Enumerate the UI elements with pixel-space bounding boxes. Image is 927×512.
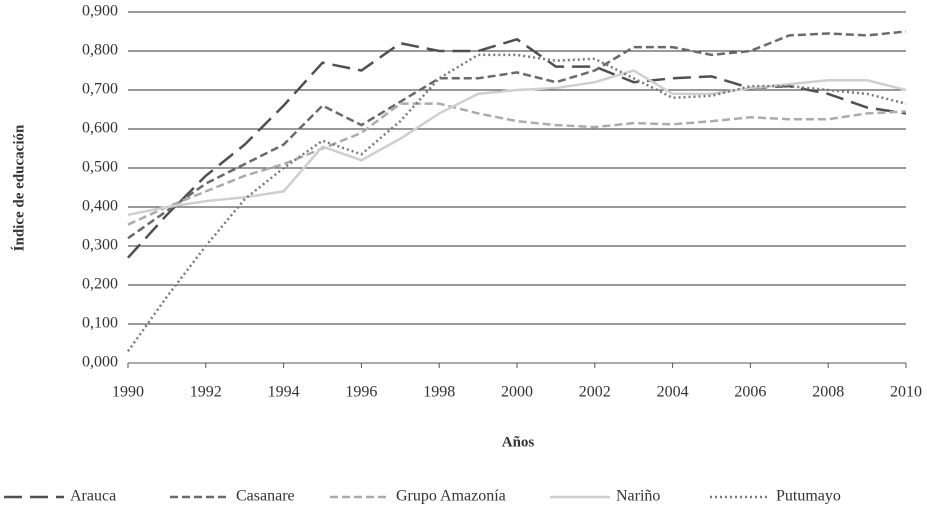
legend-label: Casanare (236, 488, 295, 505)
y-tick-label: 0,500 (82, 159, 118, 176)
x-tick-label: 1992 (190, 384, 222, 401)
legend-label: Nariño (616, 488, 660, 505)
x-tick-label: 2002 (579, 384, 611, 401)
x-tick-label: 2000 (501, 384, 533, 401)
legend-label: Arauca (70, 488, 116, 505)
series-line (127, 37, 907, 259)
y-tick-label: 0,700 (82, 81, 118, 98)
series-line (127, 30, 907, 240)
x-tick-label: 2010 (890, 384, 922, 401)
y-tick-label: 0,300 (82, 237, 118, 254)
y-tick-label: 0,800 (82, 42, 118, 59)
x-tick-label: 1996 (345, 384, 377, 401)
y-tick-label: 0,400 (82, 198, 118, 215)
legend-label: Grupo Amazonía (396, 488, 506, 505)
y-tick-label: 0,200 (82, 276, 118, 293)
x-axis-title: Años (502, 434, 535, 450)
y-tick-label: 0,100 (82, 315, 118, 332)
legend-label: Putumayo (776, 488, 841, 505)
x-tick-label: 2006 (734, 384, 766, 401)
x-tick-label: 1990 (112, 384, 144, 401)
series-line (127, 69, 907, 217)
y-axis-title: Índice de educación (10, 124, 27, 251)
y-tick-label: 0,000 (82, 354, 118, 371)
y-tick-label: 0,900 (82, 3, 118, 20)
x-tick-label: 1994 (268, 384, 300, 401)
y-tick-label: 0,600 (82, 120, 118, 137)
x-tick-label: 1998 (423, 384, 455, 401)
series-line (126, 53, 907, 353)
series-line (127, 102, 907, 226)
x-tick-label: 2004 (657, 384, 689, 401)
x-tick-label: 2008 (812, 384, 844, 401)
